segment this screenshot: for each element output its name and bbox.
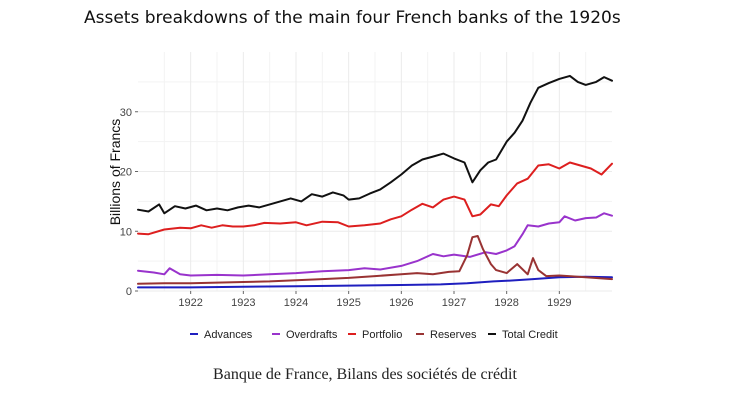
x-tick-label: 1924 [284, 297, 308, 309]
legend-label-reserves: Reserves [430, 329, 477, 341]
axis-layer: 0 10 20 30 1922 1923 1924 1925 1926 1927 1928 1929 [120, 107, 572, 309]
x-tick-label: 1923 [231, 297, 255, 309]
x-tick-label: 1922 [178, 297, 202, 309]
x-tick-label: 1929 [547, 297, 571, 309]
x-tick-label: 1927 [442, 297, 466, 309]
x-tick-label: 1926 [389, 297, 413, 309]
y-tick-label: 20 [120, 167, 132, 179]
series-line-portfolio [137, 161, 613, 236]
series-line-reserves [137, 235, 613, 285]
legend-label-total-credit: Total Credit [502, 329, 558, 341]
legend-label-advances: Advances [204, 329, 253, 341]
y-tick-label: 30 [120, 107, 132, 119]
legend: Advances Overdrafts Portfolio Reserves Total… [190, 329, 558, 341]
x-tick-label: 1925 [336, 297, 360, 309]
chart-title: Assets breakdowns of the main four Frenc… [84, 8, 621, 28]
y-tick-label: 10 [120, 226, 132, 238]
x-tick-label: 1928 [494, 297, 518, 309]
series-line-advances [137, 275, 613, 289]
series-layer [137, 74, 613, 289]
series-line-overdrafts [137, 212, 613, 277]
series-line-total-credit [137, 74, 613, 215]
y-tick-label: 0 [126, 286, 132, 298]
legend-label-overdrafts: Overdrafts [286, 329, 338, 341]
legend-label-portfolio: Portfolio [362, 329, 402, 341]
source-caption: Banque de France, Bilans des sociétés de… [213, 366, 517, 383]
y-axis-label: Billions of Francs [107, 119, 123, 226]
